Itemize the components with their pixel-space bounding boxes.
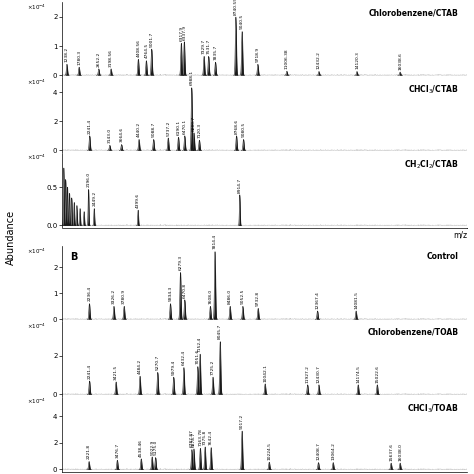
Text: 11006.38: 11006.38 — [285, 48, 289, 69]
Text: 8045.7: 8045.7 — [218, 324, 222, 339]
Text: 4484.2: 4484.2 — [138, 359, 142, 374]
Text: 7152.4: 7152.4 — [198, 337, 202, 352]
Text: 11927.2: 11927.2 — [306, 365, 310, 383]
Text: 4538.46: 4538.46 — [139, 438, 143, 456]
Text: 7531.7: 7531.7 — [207, 39, 210, 54]
Text: 3664.6: 3664.6 — [119, 127, 124, 142]
Text: 5001.7: 5001.7 — [150, 32, 154, 47]
Text: 14081.5: 14081.5 — [354, 291, 358, 309]
Text: 16038.0: 16038.0 — [398, 443, 402, 461]
Text: $\times$10$^{-4}$: $\times$10$^{-4}$ — [27, 397, 46, 406]
Text: 6190.1: 6190.1 — [176, 120, 181, 135]
Text: 2449.2: 2449.2 — [92, 191, 96, 206]
Text: 5175.0: 5175.0 — [154, 440, 158, 456]
Text: 5834.3: 5834.3 — [168, 286, 173, 301]
Text: 6317.9: 6317.9 — [179, 26, 183, 41]
Text: 4408.56: 4408.56 — [137, 39, 140, 57]
Text: 3143.0: 3143.0 — [108, 128, 112, 143]
Text: 7642.4: 7642.4 — [209, 430, 213, 446]
Text: 12367.4: 12367.4 — [316, 291, 319, 309]
Text: $\times$10$^{-4}$: $\times$10$^{-4}$ — [27, 153, 46, 162]
Text: 5022.9: 5022.9 — [150, 439, 154, 455]
Text: 7725.2: 7725.2 — [211, 360, 215, 375]
Text: 12432.2: 12432.2 — [317, 51, 321, 69]
Text: 7835.7: 7835.7 — [213, 45, 218, 60]
Text: 12408.7: 12408.7 — [317, 443, 320, 460]
Text: 6337.9: 6337.9 — [182, 25, 186, 39]
Text: $\times$10$^{-4}$: $\times$10$^{-4}$ — [27, 321, 46, 331]
Text: 7814.4: 7814.4 — [213, 234, 217, 249]
Text: 10224.5: 10224.5 — [267, 442, 271, 460]
Text: 9052.5: 9052.5 — [241, 289, 245, 304]
Text: 1238.2: 1238.2 — [65, 47, 69, 62]
Text: 7329.7: 7329.7 — [202, 39, 206, 54]
Text: CH$_2$Cl$_2$/CTAB: CH$_2$Cl$_2$/CTAB — [404, 158, 459, 171]
Text: 2241.4: 2241.4 — [88, 118, 91, 134]
Text: CHCl$_3$/TOAB: CHCl$_3$/TOAB — [407, 402, 459, 415]
Text: Chlorobenzene/TOAB: Chlorobenzene/TOAB — [368, 328, 459, 337]
Text: 5979.4: 5979.4 — [172, 360, 176, 375]
Text: 15022.6: 15022.6 — [375, 365, 379, 383]
Text: 8740.55: 8740.55 — [234, 0, 238, 15]
Text: 15637.6: 15637.6 — [389, 443, 393, 461]
Text: 7051.6: 7051.6 — [196, 349, 200, 365]
Text: 6988.1: 6988.1 — [190, 70, 194, 85]
Text: 2652.2: 2652.2 — [97, 51, 101, 67]
Text: 5088.7: 5088.7 — [152, 122, 155, 137]
Text: Chlorobenzene/CTAB: Chlorobenzene/CTAB — [369, 9, 459, 18]
Text: 5270.7: 5270.7 — [156, 355, 160, 370]
Text: 4440.2: 4440.2 — [137, 122, 141, 137]
Text: m/z: m/z — [453, 230, 467, 239]
Text: 13064.2: 13064.2 — [331, 443, 335, 460]
Text: 4764.5: 4764.5 — [145, 43, 148, 58]
Text: 6787.87: 6787.87 — [190, 429, 194, 447]
Text: 6878.7: 6878.7 — [192, 432, 196, 447]
Text: 3421.5: 3421.5 — [114, 365, 118, 380]
Text: 7163.78: 7163.78 — [199, 428, 202, 446]
Text: $\times$10$^{-4}$: $\times$10$^{-4}$ — [27, 77, 46, 87]
Text: 6880.7: 6880.7 — [192, 116, 196, 131]
Text: 3780.9: 3780.9 — [122, 289, 126, 304]
Text: 3476.7: 3476.7 — [115, 443, 119, 458]
Text: 4399.6: 4399.6 — [136, 193, 140, 208]
Text: 5737.2: 5737.2 — [166, 120, 170, 136]
Text: 14174.5: 14174.5 — [356, 365, 360, 383]
Text: $\times$10$^{-4}$: $\times$10$^{-4}$ — [27, 2, 46, 12]
Text: 8914.7: 8914.7 — [238, 177, 242, 192]
Text: 8486.0: 8486.0 — [228, 289, 232, 304]
Text: 9040.5: 9040.5 — [240, 14, 244, 29]
Text: 14120.3: 14120.3 — [355, 51, 359, 69]
Text: 6432.4: 6432.4 — [182, 350, 186, 365]
Text: 2241.4: 2241.4 — [88, 364, 91, 379]
Text: 8768.6: 8768.6 — [235, 118, 238, 134]
Text: B: B — [70, 252, 77, 263]
Text: 7375.8: 7375.8 — [203, 429, 207, 445]
Text: 1780.3: 1780.3 — [77, 50, 81, 65]
Text: 12430.7: 12430.7 — [317, 365, 321, 383]
Text: 7120.3: 7120.3 — [197, 123, 201, 138]
Text: 9718.9: 9718.9 — [256, 47, 260, 62]
Text: 2196.0: 2196.0 — [87, 172, 91, 187]
Text: 9080.5: 9080.5 — [242, 122, 246, 137]
Text: CHCl$_3$/CTAB: CHCl$_3$/CTAB — [408, 83, 459, 96]
Text: 2236.4: 2236.4 — [87, 286, 91, 301]
Text: 6279.3: 6279.3 — [179, 255, 182, 270]
Text: 9017.2: 9017.2 — [240, 414, 244, 429]
Text: 9732.8: 9732.8 — [256, 291, 260, 306]
Text: 3326.2: 3326.2 — [112, 289, 116, 304]
Text: 16038.6: 16038.6 — [398, 52, 402, 70]
Text: $\times$10$^{-4}$: $\times$10$^{-4}$ — [27, 246, 46, 255]
Text: 10042.1: 10042.1 — [263, 364, 267, 382]
Text: 3198.56: 3198.56 — [109, 49, 113, 67]
Text: 6470.1: 6470.1 — [183, 118, 187, 134]
Text: 2221.8: 2221.8 — [87, 444, 91, 459]
Text: Abundance: Abundance — [5, 210, 16, 264]
Text: 7608.0: 7608.0 — [209, 289, 212, 304]
Text: Control: Control — [427, 252, 459, 261]
Text: 6470.8: 6470.8 — [183, 283, 187, 298]
